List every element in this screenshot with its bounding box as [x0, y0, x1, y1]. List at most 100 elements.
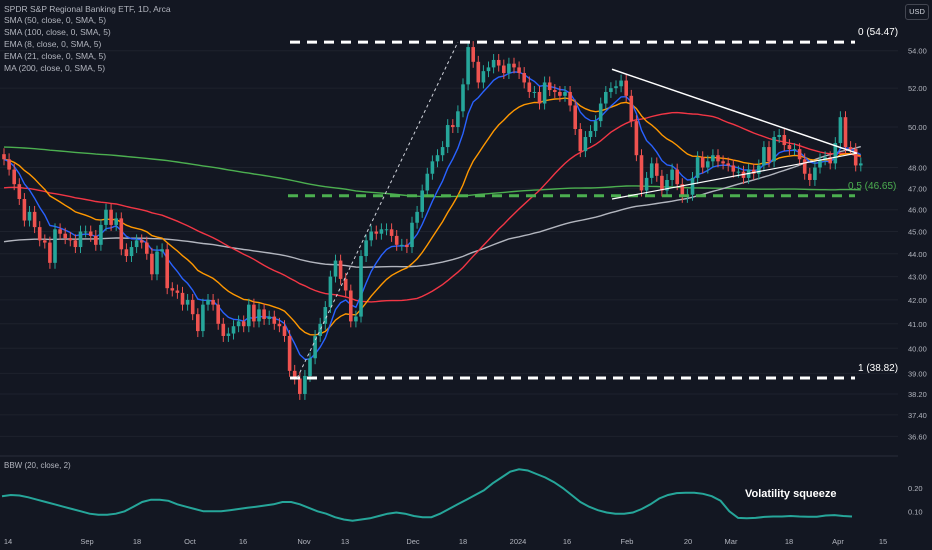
candle-body	[328, 276, 333, 308]
candle-body	[690, 177, 695, 195]
candle-body	[512, 63, 516, 68]
candle-body	[405, 244, 409, 248]
candle-body	[736, 171, 741, 173]
candle-body	[364, 240, 368, 257]
candle-body	[558, 91, 562, 96]
time-tick-label: 13	[341, 537, 349, 546]
candle-body	[109, 209, 113, 225]
bbw-pane: 0.10 0.20 Volatility squeeze	[1, 468, 923, 522]
candle-body	[721, 161, 725, 164]
candle-body	[553, 90, 557, 92]
candle-body	[802, 159, 807, 174]
candle-body	[400, 244, 404, 246]
candle-body	[859, 163, 863, 166]
candle-body	[568, 91, 572, 106]
time-tick-label: 18	[785, 537, 793, 546]
candle-body	[369, 231, 373, 241]
candle-body	[338, 260, 343, 279]
candle-body	[359, 256, 363, 317]
candle-body	[292, 370, 297, 379]
fib-level-label: 0 (54.47)	[858, 27, 898, 38]
candle-body	[216, 304, 220, 324]
time-axis: 14 Sep 18 Oct 16 Nov 13 Dec 18 2024 16 Feb 20 Mar 18 Ap…	[4, 537, 887, 546]
price-tick-label: 50.00	[908, 123, 927, 132]
candle-body	[211, 299, 215, 305]
candle-body	[88, 231, 93, 236]
candle-body	[588, 131, 593, 138]
candle-body	[609, 88, 613, 92]
symbol-title: SPDR S&P Regional Banking ETF, 1D, Arca	[4, 4, 171, 14]
candle-body	[527, 82, 532, 92]
candle-body	[124, 249, 129, 257]
candle-body	[236, 321, 241, 327]
indicator-label-sma50[interactable]: SMA (50, close, 0, SMA, 5)	[4, 15, 107, 25]
candle-body	[379, 229, 384, 234]
candle-body	[298, 378, 302, 394]
candle-body	[456, 111, 460, 128]
candle-body	[170, 288, 175, 291]
price-tick-label: 39.00	[908, 369, 927, 378]
candle-body	[99, 224, 103, 245]
time-tick-label: 18	[459, 537, 467, 546]
time-tick-label: Apr	[832, 537, 844, 546]
candle-body	[792, 149, 797, 151]
candle-body	[139, 240, 144, 243]
candle-body	[649, 163, 654, 178]
time-tick-label: 20	[684, 537, 692, 546]
price-tick-label: 40.00	[908, 344, 927, 353]
candle-body	[114, 218, 118, 225]
candle-body	[451, 125, 455, 128]
price-tick-label: 37.40	[908, 411, 927, 420]
candle-body	[491, 59, 496, 68]
candle-body	[843, 117, 848, 148]
candle-body	[374, 231, 379, 234]
time-tick-label: 2024	[510, 537, 527, 546]
indicator-label-sma100[interactable]: SMA (100, close, 0, SMA, 5)	[4, 27, 111, 37]
candle-body	[848, 147, 853, 150]
candle-body	[481, 71, 486, 83]
candle-body	[160, 249, 164, 252]
candle-body	[129, 247, 134, 257]
candle-body	[471, 47, 475, 62]
price-tick-label: 54.00	[908, 47, 927, 56]
indicator-label-ma200[interactable]: MA (200, close, 0, SMA, 5)	[4, 63, 106, 73]
candle-body	[134, 240, 139, 248]
candle-body	[2, 154, 6, 160]
candle-body	[247, 304, 251, 327]
candle-body	[37, 227, 42, 241]
candle-body	[838, 117, 843, 144]
candle-body	[155, 251, 159, 275]
candle-body	[440, 147, 445, 156]
candle-body	[624, 80, 628, 96]
candle-body	[787, 145, 792, 150]
candle-body	[58, 229, 62, 234]
bbw-indicator-label[interactable]: BBW (20, close, 2)	[4, 461, 71, 470]
candle-body	[435, 155, 440, 162]
indicator-label-ema8[interactable]: EMA (8, close, 0, SMA, 5)	[4, 39, 102, 49]
candle-body	[517, 67, 521, 74]
candle-body	[655, 163, 659, 176]
candle-body	[175, 290, 180, 293]
price-tick-label: 52.00	[908, 84, 927, 93]
candle-body	[665, 179, 669, 191]
candle-body	[420, 190, 424, 212]
candle-body	[22, 198, 27, 221]
fib-level-label: 0.5 (46.65)	[848, 181, 896, 192]
candle-body	[828, 157, 832, 164]
currency-button[interactable]: USD	[905, 4, 929, 20]
candle-body	[644, 177, 649, 191]
candle-body	[853, 149, 858, 166]
candle-body	[32, 211, 37, 228]
candle-body	[604, 91, 608, 104]
time-tick-label: 15	[879, 537, 887, 546]
candle-body	[318, 323, 322, 336]
candle-body	[598, 103, 603, 122]
indicator-label-ema21[interactable]: EMA (21, close, 0, SMA, 5)	[4, 51, 107, 61]
candle-body	[241, 321, 246, 327]
candle-body	[190, 299, 195, 315]
candle-body	[700, 157, 705, 168]
price-tick-label: 43.00	[908, 273, 927, 282]
candle-body	[415, 211, 419, 223]
candle-body	[180, 292, 185, 305]
bbw-tick-label: 0.20	[908, 484, 923, 493]
